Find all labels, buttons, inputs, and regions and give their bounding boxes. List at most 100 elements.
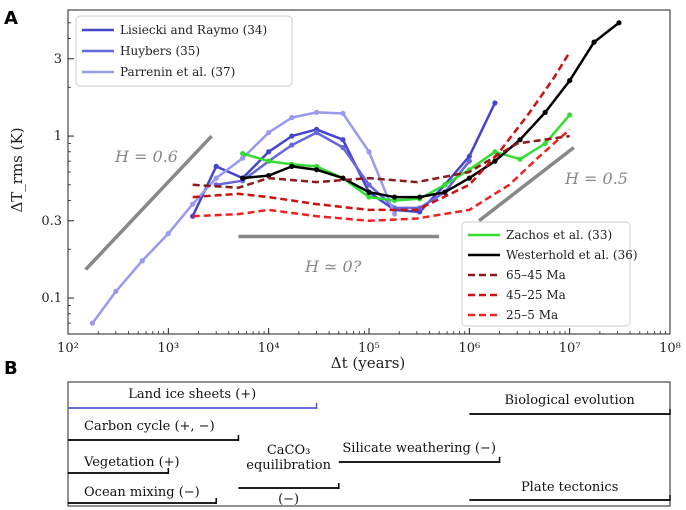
panel-b-letter: B [4, 358, 18, 379]
series-2-point-1 [113, 288, 119, 294]
y-tick-label-3: 3 [54, 52, 62, 67]
h-label-0: H ≃ 0? [304, 257, 362, 276]
series-line-2 [91, 111, 396, 324]
series-0-point-4 [289, 133, 295, 139]
series-4-point-13 [567, 77, 573, 84]
series-1-point-4 [313, 130, 320, 136]
series-0-point-3 [266, 149, 272, 155]
series-line-7 [192, 128, 571, 223]
guide-line-0 [84, 134, 213, 271]
series-3-point-10 [492, 149, 498, 155]
series-2-point-3 [165, 230, 171, 237]
y-tick-label-0: 0.1 [41, 291, 62, 306]
series-1-point-5 [340, 144, 346, 151]
legend-label-45-25: 45–25 Ma [506, 288, 566, 302]
series-4-point-11 [517, 137, 523, 143]
panel-a-letter: A [4, 8, 18, 29]
legend-label-65-45: 65–45 Ma [506, 268, 566, 282]
series-4-point-8 [442, 189, 448, 195]
series-3-point-13 [567, 112, 573, 118]
process-label-5: Vegetation (+) [83, 455, 180, 470]
process-label-3-line2: equilibration [246, 458, 331, 473]
series-4-point-5 [366, 189, 372, 195]
process-label-2: Carbon cycle (+, −) [84, 419, 215, 434]
x-axis-title: Δt (years) [331, 354, 406, 372]
series-2-point-12 [392, 211, 398, 217]
series-2-point-0 [89, 320, 95, 326]
series-4-point-6 [392, 194, 398, 200]
x-tick-label-2: 10² [57, 341, 79, 356]
series-2-point-10 [340, 110, 346, 117]
series-4-point-12 [542, 109, 548, 115]
series-0-point-12 [492, 100, 498, 106]
series-line-4 [242, 21, 620, 199]
guide-lines [84, 134, 575, 271]
series-1-point-6 [366, 182, 372, 188]
legend-top-left: Lisiecki and Raymo (34) Huybers (35) Par… [75, 15, 293, 87]
series-3-point-1 [266, 158, 272, 164]
series-4-point-3 [313, 167, 320, 173]
series-2-point-7 [266, 130, 272, 136]
process-layer: Land ice sheets (+) Biological evolution C… [68, 387, 671, 507]
series-3-point-0 [240, 150, 246, 157]
legend-top-left-box [75, 15, 293, 87]
legend-label-westerhold: Westerhold et al. (36) [506, 248, 638, 262]
series-4-point-1 [266, 173, 272, 179]
legend-bottom-right: Zachos et al. (33) Westerhold et al. (36… [461, 221, 638, 327]
legend-label-parrenin: Parrenin et al. (37) [120, 65, 235, 79]
legend-label-huybers: Huybers (35) [120, 44, 200, 58]
process-label-6: Ocean mixing (−) [84, 485, 200, 500]
legend-label-25-5: 25–5 Ma [506, 308, 558, 322]
x-tick-label-3: 10³ [157, 341, 179, 356]
x-tick-label-4: 10⁴ [258, 341, 280, 356]
series-2-point-8 [289, 115, 295, 121]
series-2-point-5 [213, 175, 219, 181]
process-label-3-line3: (−) [278, 492, 299, 507]
series-0-point-11 [466, 153, 472, 159]
series-4-point-0 [240, 175, 246, 181]
series-0-point-9 [417, 209, 423, 215]
series-4-point-14 [591, 39, 597, 45]
y-tick-label-1: 0.3 [41, 214, 62, 229]
series-line-0 [191, 102, 497, 217]
y-tick-label-2: 1 [54, 129, 62, 144]
series-0-point-6 [340, 137, 346, 143]
process-label-1: Biological evolution [505, 393, 636, 408]
series-2-point-6 [240, 155, 246, 161]
series-3-point-11 [517, 156, 523, 162]
series-1-point-10 [466, 158, 472, 164]
series-4-point-15 [616, 20, 622, 26]
h-label-06: H = 0.6 [114, 147, 178, 166]
series-4-point-2 [289, 163, 295, 169]
legend-label-lisiecki: Lisiecki and Raymo (34) [120, 23, 267, 37]
process-label-7: Plate tectonics [521, 480, 618, 495]
series-4-point-9 [466, 175, 472, 181]
series-2-point-4 [190, 201, 196, 207]
process-label-3: CaCO₃ [267, 443, 311, 458]
series-2-point-11 [366, 149, 372, 155]
series-3-point-5 [366, 194, 372, 200]
series-line-5 [192, 134, 570, 189]
series-line-3 [242, 114, 571, 202]
series-4-point-7 [417, 194, 423, 200]
y-axis-title: ΔT_rms (K) [8, 127, 26, 212]
series-layer [89, 20, 622, 326]
plot-b: Land ice sheets (+) Biological evolution C… [67, 381, 671, 507]
series-3-point-12 [542, 140, 548, 147]
h-label-05: H = 0.5 [564, 169, 628, 188]
process-label-4: Silicate weathering (−) [342, 441, 496, 456]
series-0-point-1 [213, 163, 219, 169]
axis-ticks: 10² 10³ 10⁴ 10⁵ 10⁶ 10⁷ 10⁸ 0.1 0.3 1 3 [41, 22, 681, 356]
legend-bottom-right-box [461, 221, 631, 327]
plot-a: 10² 10³ 10⁴ 10⁵ 10⁶ 10⁷ 10⁸ 0.1 0.3 1 3 H = 0.6 H … [8, 9, 681, 372]
x-tick-label-6: 10⁶ [458, 341, 480, 356]
series-3-point-8 [442, 182, 448, 188]
series-2-point-2 [139, 258, 145, 264]
legend-label-zachos: Zachos et al. (33) [506, 228, 612, 242]
series-4-point-10 [492, 158, 498, 164]
series-1-point-3 [289, 142, 295, 148]
plot-b-frame [67, 381, 671, 507]
series-line-6 [192, 51, 571, 212]
process-label-0: Land ice sheets (+) [128, 387, 256, 402]
